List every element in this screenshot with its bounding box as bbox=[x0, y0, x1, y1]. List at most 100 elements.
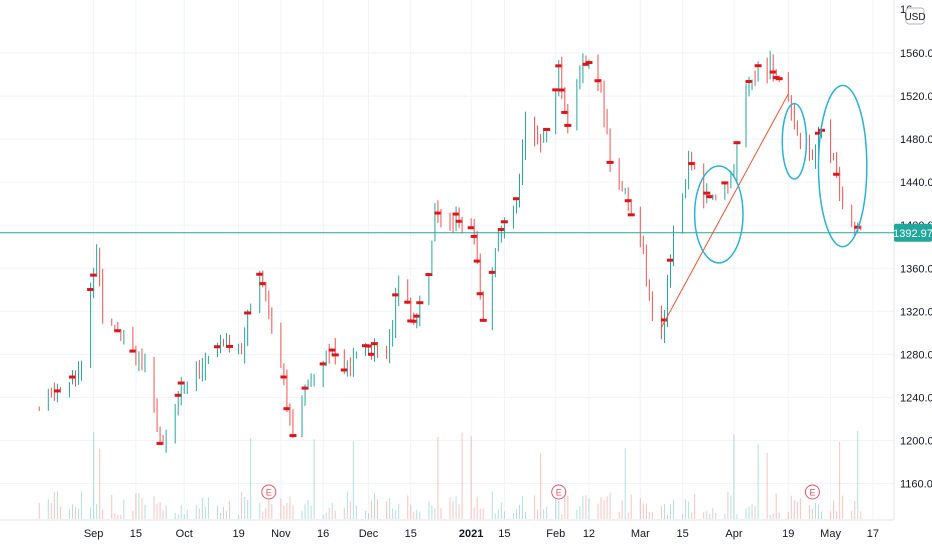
close-marker bbox=[87, 288, 95, 292]
volume-bar bbox=[854, 500, 856, 519]
volume-bar bbox=[491, 491, 493, 519]
volume-bar bbox=[367, 513, 369, 519]
volume-bar bbox=[398, 503, 400, 519]
volume-bar bbox=[787, 511, 789, 519]
close-marker bbox=[371, 342, 379, 346]
volume-bar bbox=[609, 492, 611, 519]
volume-bar bbox=[461, 432, 463, 519]
volume-bar bbox=[165, 505, 167, 519]
volume-bar bbox=[195, 505, 197, 519]
volume-bar bbox=[364, 510, 366, 519]
volume-bar bbox=[730, 495, 732, 519]
volume-bar bbox=[343, 507, 345, 519]
drawing-annotations[interactable] bbox=[660, 84, 868, 328]
close-marker bbox=[319, 362, 327, 366]
close-marker bbox=[452, 212, 460, 216]
volume-bar bbox=[247, 499, 249, 519]
volume-bar bbox=[413, 512, 415, 519]
earnings-marker bbox=[804, 484, 820, 500]
volume-bar bbox=[830, 511, 832, 519]
volume-bar bbox=[833, 500, 835, 519]
volume-bar bbox=[138, 493, 140, 519]
close-marker bbox=[667, 258, 674, 262]
volume-bar bbox=[534, 495, 536, 519]
volume-bar bbox=[331, 502, 333, 519]
volume-bar bbox=[201, 498, 203, 519]
currency-button[interactable]: USD bbox=[904, 7, 926, 25]
volume-bar bbox=[642, 503, 644, 519]
close-marker bbox=[364, 344, 372, 348]
earnings-marker bbox=[551, 484, 567, 500]
volume-bar bbox=[449, 497, 451, 519]
close-marker bbox=[500, 220, 508, 224]
earnings-marker-label: E bbox=[809, 488, 815, 498]
volume-bar bbox=[712, 507, 714, 519]
currency-label[interactable]: USD bbox=[904, 12, 925, 23]
volume-bar bbox=[811, 508, 813, 519]
volume-bar bbox=[685, 499, 687, 519]
volume-bar bbox=[180, 505, 182, 519]
price-tick-label: 1280.00 bbox=[900, 349, 932, 361]
close-marker bbox=[470, 234, 478, 238]
price-axis[interactable]: 1560.001520.001480.001440.001400.001360.… bbox=[900, 4, 932, 490]
volume-bar bbox=[123, 499, 125, 519]
volume-bar bbox=[645, 503, 647, 519]
volume-bar bbox=[325, 512, 327, 519]
close-marker bbox=[555, 64, 563, 68]
volume-bar bbox=[395, 509, 397, 519]
volume-bar bbox=[600, 496, 602, 519]
volume-bar bbox=[431, 505, 433, 519]
volume-bar bbox=[839, 441, 841, 519]
volume-bar bbox=[670, 504, 671, 519]
close-marker bbox=[259, 282, 267, 286]
volume-bar bbox=[352, 440, 354, 519]
volume-bar bbox=[156, 503, 158, 519]
close-marker bbox=[721, 181, 729, 185]
date-tick-label: 16 bbox=[317, 528, 329, 540]
volume-bar bbox=[392, 508, 394, 519]
close-marker bbox=[331, 353, 339, 357]
close-marker bbox=[413, 314, 421, 318]
close-marker bbox=[289, 434, 297, 438]
price-tick-label: 1160.00 bbox=[900, 478, 932, 490]
volume-bar bbox=[666, 514, 668, 519]
close-marker bbox=[606, 160, 614, 164]
volume-bar bbox=[651, 511, 653, 519]
volume-bar bbox=[709, 514, 711, 519]
volume-bar bbox=[766, 452, 768, 519]
close-marker bbox=[213, 345, 221, 349]
date-tick-label: Apr bbox=[725, 528, 742, 540]
date-tick-label: Mar bbox=[631, 528, 650, 540]
earnings-marker bbox=[261, 484, 277, 500]
close-marker bbox=[410, 319, 418, 323]
volume-bar bbox=[162, 510, 164, 519]
volume-bar bbox=[75, 507, 77, 519]
volume-bar bbox=[537, 509, 539, 519]
volume-bar bbox=[724, 513, 726, 519]
close-marker bbox=[53, 389, 61, 393]
volume-bar bbox=[579, 506, 581, 519]
volume-bar bbox=[144, 504, 146, 519]
currency-button-box[interactable] bbox=[905, 7, 925, 25]
volume-bar bbox=[754, 506, 756, 519]
volume-bar bbox=[627, 512, 629, 519]
volume-bar bbox=[102, 509, 104, 519]
date-tick-label: Feb bbox=[546, 528, 565, 540]
volume-bar bbox=[153, 496, 155, 519]
volume-bar bbox=[313, 439, 315, 519]
close-marker bbox=[177, 381, 185, 385]
volume-bar bbox=[349, 501, 351, 519]
time-axis[interactable]: Sep 15 Oct 19 Nov 16 Dec 15 2021 15 Feb 12 Mar 15 Apr 1… bbox=[84, 528, 879, 540]
close-marker bbox=[703, 191, 711, 195]
volume-bar bbox=[71, 504, 73, 519]
volume-bar bbox=[630, 494, 632, 519]
volume-bar bbox=[307, 500, 309, 519]
date-tick-label: 2021 bbox=[459, 528, 483, 540]
volume-bar bbox=[410, 504, 412, 519]
close-marker bbox=[367, 352, 375, 356]
volume-bar bbox=[567, 495, 569, 519]
volume-bar bbox=[778, 512, 780, 519]
